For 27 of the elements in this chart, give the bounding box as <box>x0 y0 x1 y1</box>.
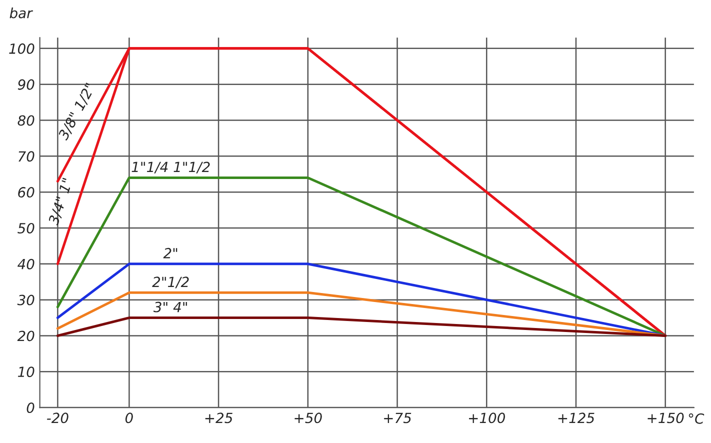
x-tick-label: +125 <box>558 412 594 424</box>
y-axis-title: bar <box>10 8 34 18</box>
x-tick-label: +150 <box>648 412 684 424</box>
y-tick-label: 80 <box>18 115 34 126</box>
x-tick-label: +50 <box>294 412 322 424</box>
y-tick-label: 90 <box>18 79 34 90</box>
y-tick-label: 100 <box>9 43 34 54</box>
y-tick-label: 50 <box>18 222 34 234</box>
y-tick-label: 20 <box>17 330 34 342</box>
x-axis-title: °C <box>688 413 704 424</box>
series-label: 1"1/4 1"1/2 <box>132 162 210 174</box>
x-tick-label: 0 <box>125 412 133 424</box>
x-tick-label: -20 <box>46 412 68 424</box>
series-label: 3" 4" <box>153 302 187 312</box>
y-tick-label: 40 <box>18 258 34 270</box>
series-label: 2" <box>163 248 178 258</box>
x-tick-label: +100 <box>469 412 505 424</box>
x-tick-label: +75 <box>384 412 412 424</box>
y-tick-label: 30 <box>17 294 34 306</box>
y-tick-label: 10 <box>18 366 34 378</box>
y-tick-label: 60 <box>18 187 34 198</box>
x-tick-label: +25 <box>205 412 232 424</box>
text: 3/4" 1" <box>48 178 74 226</box>
y-tick-label: 70 <box>18 151 34 162</box>
series-label: 2"1/2 <box>152 276 189 288</box>
text: 3/8" 1/2" <box>57 82 96 142</box>
y-tick-label: 0 <box>26 402 34 414</box>
